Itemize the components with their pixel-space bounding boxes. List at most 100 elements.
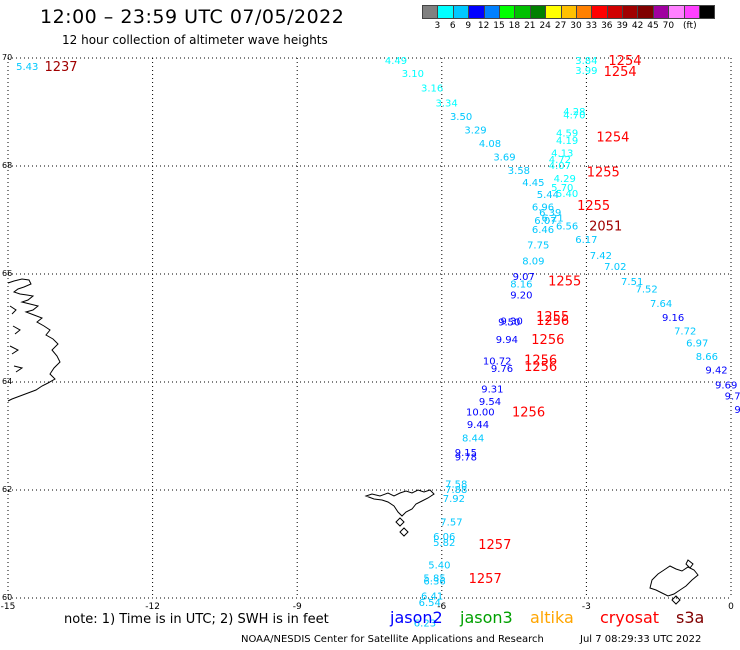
colorbar-label: 24: [539, 21, 551, 31]
wave-height-label: 3.29: [464, 125, 486, 136]
wave-height-label: 6.56: [556, 221, 578, 232]
wave-height-label: 5.70: [551, 183, 573, 194]
wave-height-label: 6.06: [433, 532, 455, 543]
wave-height-label: 6.39: [539, 208, 561, 219]
lon-tick-label: -9: [293, 602, 302, 612]
credit-text: NOAA/NESDIS Center for Satellite Applica…: [241, 634, 544, 645]
colorbar-label: 3: [434, 21, 441, 31]
time-label: 1256: [524, 353, 557, 368]
axis-tick-labels: 70 68 66 64 62 60-15 -12 -9 -6 -3 0: [1, 53, 734, 612]
wave-height-label: 6.17: [575, 235, 597, 246]
wave-height-label: 9.54: [479, 397, 501, 408]
wave-height-label: 8.66: [696, 352, 718, 363]
iceland-fjord-details: [9, 305, 24, 373]
colorbar-label: 9: [465, 21, 472, 31]
lat-tick-label: 70: [2, 53, 12, 62]
time-label: 1237: [44, 60, 77, 75]
colorbar-label: 21: [524, 21, 536, 31]
wave-height-label: 9.50: [734, 405, 740, 416]
wave-height-label: 3.99: [575, 66, 597, 77]
colorbar-label: 12: [477, 21, 490, 31]
wave-height-label: 7.58: [445, 480, 467, 491]
lat-tick-label: 62: [2, 485, 12, 494]
wave-height-label: 5.40: [556, 189, 578, 200]
colorbar-label: 30: [570, 21, 582, 31]
wave-height-label: 6.36: [423, 577, 445, 588]
wave-height-label: 7.57: [440, 517, 462, 528]
lat-tick-label: 68: [2, 161, 12, 170]
wave-height-label: 3.34: [435, 98, 457, 109]
wave-height-label: 3.50: [450, 112, 472, 123]
legend-item-jason2: jason2: [390, 608, 443, 627]
land-outlines: [7, 278, 699, 605]
wave-height-label: 6.54: [419, 598, 441, 609]
wave-height-label: 4.72: [549, 155, 571, 166]
wave-height-label: 3.10: [402, 69, 424, 80]
wave-height-label: 3.16: [421, 84, 443, 95]
wave-height-label: 4.08: [479, 139, 501, 150]
wave-height-label: 4.45: [522, 178, 544, 189]
colorbar-label: 33: [585, 21, 598, 31]
lat-tick-label: 64: [2, 377, 12, 386]
wave-height-label: 6.96: [532, 203, 554, 214]
lat-tick-label: 60: [2, 593, 12, 602]
wave-height-label: 9.50: [498, 318, 520, 329]
wave-height-label: 4.29: [554, 174, 576, 185]
credit-timestamp: Jul 7 08:29:33 UTC 2022: [580, 634, 702, 645]
wave-height-label: 6.41: [421, 591, 443, 602]
wave-height-label: 6.97: [686, 339, 708, 350]
time-label: 1256: [524, 360, 557, 375]
wave-height-label: 4.13: [551, 149, 573, 160]
lon-tick-label: -6: [437, 602, 446, 612]
colorbar-label: 18: [508, 21, 521, 31]
map-subtitle: 12 hour collection of altimeter wave hei…: [62, 33, 328, 47]
colorbar-label: 36: [601, 21, 613, 31]
colorbar-label: 27: [554, 21, 567, 31]
wave-height-label: 10.72: [483, 356, 512, 367]
colorbar-label: 15: [493, 21, 505, 31]
observation-labels: 5.43 4.49 3.10 3.16 3.34 3.50 3.29 4.08 3.69 3.58…: [16, 56, 740, 629]
wave-height-label: 8.09: [522, 257, 544, 268]
wave-height-label: 6.23: [414, 618, 436, 629]
colorbar-label: 39: [616, 21, 628, 31]
wave-height-label: 4.07: [549, 161, 571, 172]
wave-height-label: 6.07: [534, 216, 556, 227]
wave-height-label: 10.00: [466, 408, 495, 419]
wave-height-label: 9.15: [455, 448, 477, 459]
wave-height-label: 4.28: [563, 107, 585, 118]
wave-height-label: 9.76: [491, 364, 513, 375]
time-label: 1254: [608, 54, 641, 69]
time-label: 1256: [531, 333, 564, 348]
time-label: 1257: [469, 572, 502, 587]
wave-height-label: 5.85: [423, 573, 445, 584]
lon-tick-label: 0: [728, 602, 734, 612]
legend-item-altika: altika: [530, 608, 574, 627]
lon-tick-label: -15: [1, 602, 16, 612]
wave-height-label: 8.44: [462, 434, 484, 445]
colorbar-label: 42: [631, 21, 644, 31]
time-label: 1257: [478, 538, 511, 553]
wave-height-label: 7.72: [674, 327, 696, 338]
wave-height-label: 9.44: [467, 420, 489, 431]
faroe-islands: [364, 489, 435, 537]
colorbar-label: 70: [662, 21, 675, 31]
colorbar-labels: 3 6 9 12 15 18 21 24 27 30 33 36 39 42 45 70 (ft): [422, 21, 740, 33]
time-label: 1256: [536, 314, 569, 329]
time-label: 1255: [577, 199, 610, 214]
grid-lines: [7, 57, 732, 599]
time-label: 1255: [587, 165, 620, 180]
wave-height-label: 9.69: [715, 381, 737, 392]
wave-height-label: 7.92: [443, 494, 465, 505]
wave-height-label: 9.07: [513, 272, 535, 283]
wave-height-label: 7.51: [621, 277, 643, 288]
lon-tick-label: -3: [582, 602, 591, 612]
time-label: 1254: [604, 65, 637, 80]
time-label: 1256: [512, 406, 545, 421]
time-label: 1255: [548, 274, 581, 289]
wave-height-label: 5.82: [433, 538, 455, 549]
lat-tick-label: 66: [2, 269, 12, 278]
wave-height-label: 9.31: [481, 384, 503, 395]
colorbar-label: (ft): [683, 21, 697, 31]
colorbar-label: 6: [449, 21, 456, 31]
wave-height-label: 7.52: [636, 285, 658, 296]
